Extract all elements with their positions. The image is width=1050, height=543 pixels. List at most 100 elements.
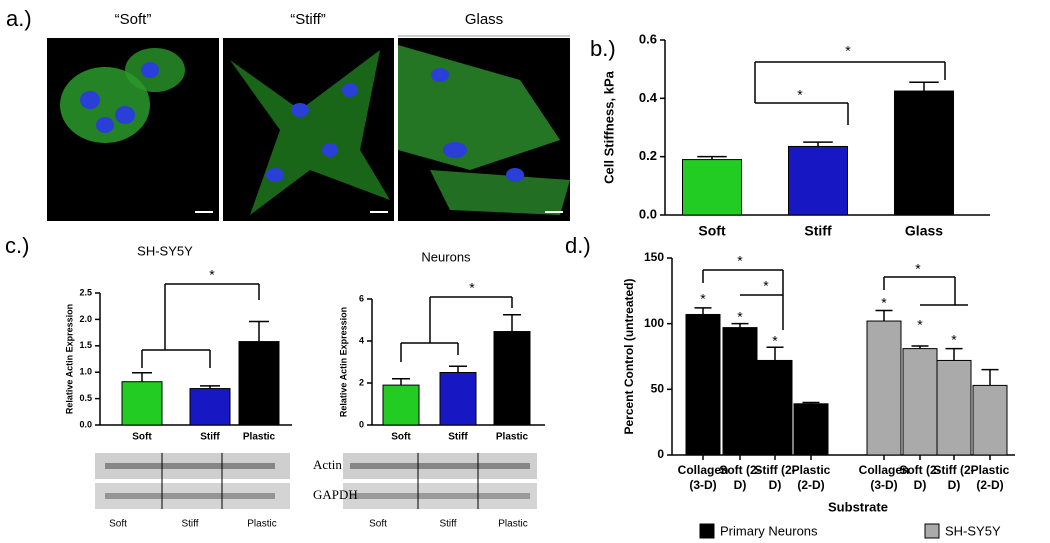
bar: [493, 331, 531, 426]
x-tick-label: Plastic: [496, 432, 529, 443]
significance-star: *: [700, 291, 706, 307]
significance-star: *: [917, 317, 923, 333]
bar: [238, 341, 280, 426]
error-bar: [731, 322, 749, 328]
error-bar: [911, 345, 929, 349]
bar: [972, 384, 1008, 456]
x-tick-label: Stiff: [804, 223, 832, 239]
y-tick-label: 0: [657, 447, 664, 461]
significance-star: *: [209, 267, 215, 283]
significance-star: *: [469, 280, 475, 296]
error-bar: [766, 346, 784, 361]
x-tick-label: Soft: [132, 432, 152, 443]
bar: [685, 313, 721, 456]
western-blot-right: [343, 453, 537, 509]
bar: [722, 327, 758, 456]
chart-title: Neurons: [421, 249, 471, 264]
y-axis-label: Percent Control (untreated): [622, 278, 636, 434]
bar: [682, 159, 742, 216]
error-bar: [503, 314, 521, 332]
y-axis-label: Cell Stiffness, kPa: [601, 70, 616, 183]
significance-star: *: [737, 309, 743, 325]
error-bar: [449, 365, 467, 373]
image-title: “Stiff”: [290, 11, 326, 28]
bar: [894, 90, 954, 216]
x-tick-label: Soft: [698, 223, 726, 239]
panel-label: a.): [6, 6, 32, 31]
y-tick-label: 6: [359, 293, 364, 303]
bar: [793, 403, 829, 456]
bar: [439, 372, 477, 426]
significance-star: *: [772, 333, 778, 349]
blot-lane-label: Soft: [369, 519, 387, 530]
x-tick-label: Soft: [391, 432, 411, 443]
x-tick-label: Collagen (3-D): [677, 463, 729, 492]
error-bar: [803, 141, 833, 147]
bar: [936, 359, 972, 456]
bar: [121, 381, 163, 426]
x-tick-label: Soft (2-D): [899, 463, 941, 492]
y-tick-label: 0.0: [639, 206, 657, 221]
blot-lane-label: Stiff: [181, 519, 198, 530]
error-bar: [392, 378, 410, 386]
legend-label: SH-SY5Y: [945, 523, 1001, 538]
error-bar: [945, 347, 963, 361]
significance-star: *: [797, 87, 803, 103]
blot-lane-label: Plastic: [247, 519, 276, 530]
x-tick-label: Collagen (3-D): [858, 463, 910, 492]
bar: [189, 388, 231, 426]
y-tick-label: 2.5: [79, 287, 92, 297]
micrograph-glass: [398, 38, 570, 221]
bar: [788, 145, 848, 216]
y-tick-label: 1.5: [79, 340, 92, 350]
error-bar: [981, 368, 999, 386]
error-bar: [694, 307, 712, 315]
significance-star: *: [951, 332, 957, 348]
y-tick-label: 50: [651, 382, 665, 396]
micrograph-stiff: [223, 38, 394, 221]
x-tick-label: Plastic: [243, 432, 276, 443]
bar: [902, 348, 938, 456]
x-tick-label: Stiff: [448, 432, 468, 443]
panel-label: c.): [5, 233, 29, 258]
significance-star: *: [845, 43, 851, 59]
image-title: “Soft”: [115, 11, 152, 28]
micrograph-soft: [47, 38, 219, 221]
image-title: Glass: [465, 11, 503, 28]
panel-label: d.): [565, 233, 591, 258]
y-tick-label: 0.4: [639, 90, 658, 105]
blot-row-label: GAPDH: [313, 487, 358, 502]
y-tick-label: 4: [359, 335, 364, 345]
x-tick-label: Stiff (2-D): [933, 463, 975, 492]
blot-lane-label: Soft: [109, 519, 127, 530]
legend-label: Primary Neurons: [720, 523, 818, 538]
bar: [866, 320, 902, 456]
significance-star: *: [881, 295, 887, 311]
error-bar: [132, 371, 152, 382]
y-tick-label: 150: [644, 250, 664, 264]
western-blot-left: [95, 453, 290, 509]
x-tick-label: Plastic (2-D): [791, 463, 831, 492]
blot-row-label: Actin: [313, 457, 342, 472]
y-tick-label: 0.0: [79, 419, 92, 429]
y-tick-label: 0.5: [79, 393, 92, 403]
y-tick-label: 1.0: [79, 367, 92, 377]
bar: [757, 359, 793, 456]
legend-swatch: [924, 523, 940, 539]
panel-label: b.): [590, 36, 616, 61]
y-tick-label: 100: [644, 316, 664, 330]
error-bar: [875, 309, 893, 322]
error-bar: [697, 155, 727, 160]
y-tick-label: 0.6: [639, 31, 657, 46]
blot-lane-label: Stiff: [439, 519, 456, 530]
x-tick-label: Plastic (2-D): [970, 463, 1010, 492]
error-bar: [909, 81, 939, 92]
error-bar: [802, 401, 820, 404]
blot-lane-label: Plastic: [498, 519, 527, 530]
x-tick-label: Glass: [905, 223, 943, 239]
x-tick-label: Stiff: [200, 432, 220, 443]
legend-swatch: [699, 523, 715, 539]
y-tick-label: 0: [359, 419, 364, 429]
